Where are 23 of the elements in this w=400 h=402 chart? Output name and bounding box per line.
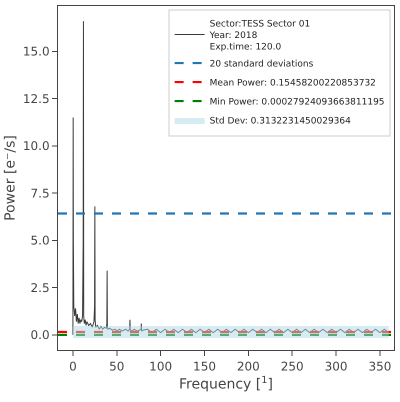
legend-label: Std Dev: 0.3132231450029364	[210, 116, 352, 127]
y-tick-label: 0.0	[30, 328, 50, 342]
y-tick-label: 2.5	[30, 280, 50, 295]
x-tick-label: 100	[149, 359, 172, 374]
legend-label: Min Power: 0.00027924093663811195	[210, 98, 385, 108]
x-tick-label: 300	[324, 359, 348, 374]
x-tick-label: 0	[69, 359, 77, 374]
legend-label: Mean Power: 0.15458200220853732	[210, 78, 376, 89]
y-tick-label: 15.0	[22, 44, 50, 59]
y-tick-label: 10.0	[22, 139, 50, 154]
legend-label: 20 standard deviations	[210, 60, 314, 70]
y-tick-label: 7.5	[30, 186, 50, 200]
x-tick-label: 150	[193, 359, 216, 374]
y-axis-title: Power [e⁻/s]	[2, 135, 18, 221]
y-tick-label: 5.0	[30, 234, 50, 248]
legend-label: Sector:TESS Sector 01 Year: 2018 Exp.time: 120.0	[208, 19, 310, 53]
x-tick-label: 350	[368, 359, 392, 374]
x-tick-label: 250	[280, 359, 304, 374]
x-axis-title: Frequency [$^{1}$]	[179, 374, 273, 393]
line-series	[72, 20, 390, 336]
y-tick-label: 12.5	[22, 92, 50, 106]
x-tick-label: 200	[236, 359, 260, 374]
x-tick-label: 50	[109, 359, 124, 374]
